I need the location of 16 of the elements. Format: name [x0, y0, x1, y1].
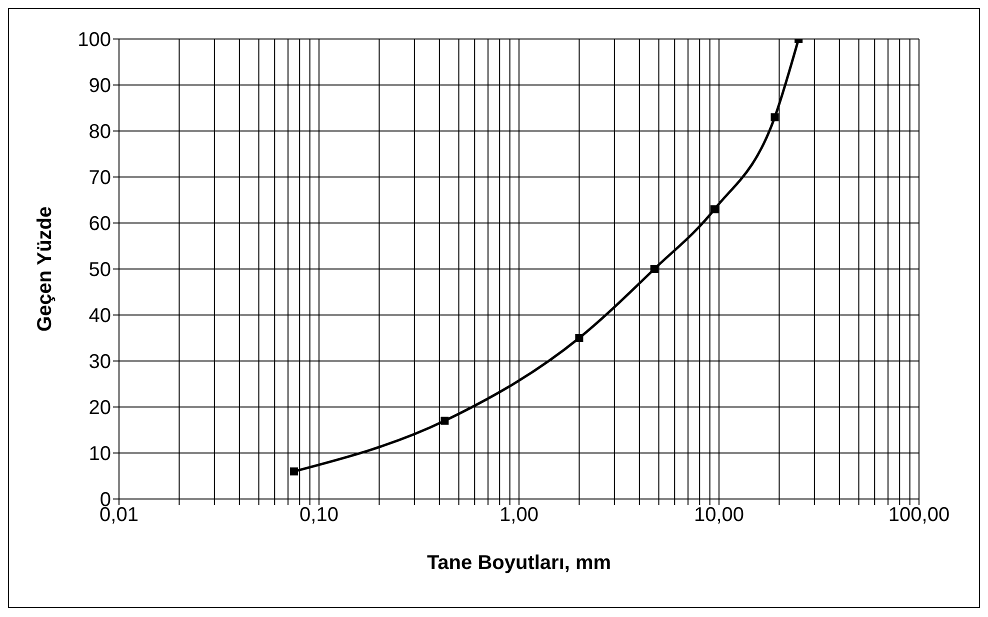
x-tick-label: 1,00	[500, 504, 538, 526]
y-tick-label: 30	[88, 351, 111, 374]
y-tick-label: 70	[88, 167, 111, 190]
y-tick-label: 50	[88, 259, 111, 282]
y-tick-label: 40	[88, 305, 111, 328]
y-tick-label: 60	[88, 213, 111, 236]
y-tick-label: 80	[88, 121, 111, 144]
x-tick-label: 0,10	[300, 504, 338, 526]
x-axis-title: Tane Boyutları, mm	[426, 552, 612, 574]
y-tick-label: 20	[88, 397, 111, 420]
x-tick-label: 10,00	[694, 504, 744, 526]
y-tick-label: 90	[88, 75, 111, 98]
y-tick-label: 100	[78, 29, 111, 52]
y-axis-title: Geçen Yüzde	[34, 206, 56, 332]
x-tick-label: 100,00	[888, 504, 950, 526]
y-tick-label: 10	[88, 443, 111, 466]
